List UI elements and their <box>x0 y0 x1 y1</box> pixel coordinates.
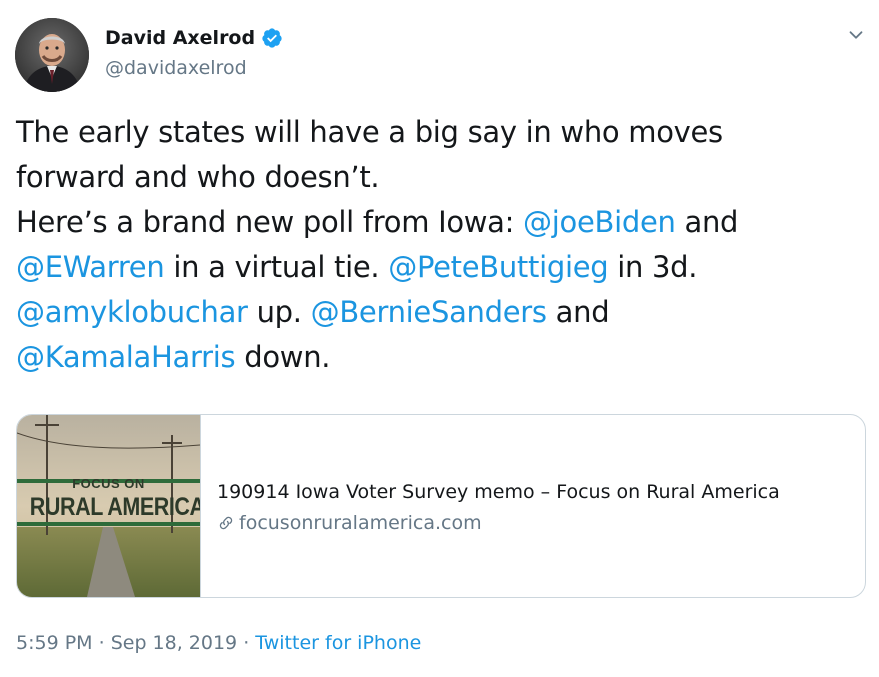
tweet-meta: 5:59 PM · Sep 18, 2019 · Twitter for iPh… <box>16 632 421 654</box>
chevron-down-icon[interactable] <box>845 24 867 46</box>
link-card[interactable]: FOCUS ON RURAL AMERICA 190914 Iowa Voter… <box>16 414 866 598</box>
author-name-text: David Axelrod <box>105 27 256 49</box>
author-name[interactable]: David Axelrod <box>105 27 283 49</box>
card-title: 190914 Iowa Voter Survey memo – Focus on… <box>217 481 780 503</box>
tweet-text-line: @KamalaHarris down. <box>16 335 866 380</box>
author-handle[interactable]: @davidaxelrod <box>105 57 247 79</box>
card-domain-text: focusonruralamerica.com <box>239 512 482 534</box>
tweet-text-segment: Here’s a brand new poll from Iowa: <box>16 205 524 239</box>
tweet-text-line: @EWarren in a virtual tie. @PeteButtigie… <box>16 245 866 290</box>
card-domain: focusonruralamerica.com <box>217 512 482 534</box>
tweet-text: The early states will have a big say in … <box>16 110 866 380</box>
mention-link[interactable]: @amyklobuchar <box>16 295 248 329</box>
verified-badge-icon <box>262 28 282 48</box>
thumbnail-text-bottom: RURAL AMERICA <box>29 493 201 521</box>
tweet-text-line: forward and who doesn’t. <box>16 155 866 200</box>
tweet-text-segment: forward and who doesn’t. <box>16 160 380 194</box>
card-thumbnail: FOCUS ON RURAL AMERICA <box>17 415 201 597</box>
avatar[interactable] <box>15 18 89 92</box>
tweet-time[interactable]: 5:59 PM <box>16 632 93 654</box>
tweet-text-line: Here’s a brand new poll from Iowa: @joeB… <box>16 200 866 245</box>
mention-link[interactable]: @KamalaHarris <box>16 340 236 374</box>
tweet-text-segment: The early states will have a big say in … <box>16 115 723 149</box>
mention-link[interactable]: @BernieSanders <box>310 295 547 329</box>
tweet-text-segment: and <box>675 205 739 239</box>
link-icon <box>219 516 233 530</box>
thumbnail-text-top: FOCUS ON <box>72 476 145 491</box>
mention-link[interactable]: @EWarren <box>16 250 165 284</box>
tweet-text-segment: down. <box>235 340 331 374</box>
tweet-text-segment: in 3d. <box>608 250 698 284</box>
meta-separator: · <box>92 632 111 654</box>
mention-link[interactable]: @joeBiden <box>523 205 676 239</box>
tweet-source[interactable]: Twitter for iPhone <box>255 632 422 654</box>
tweet-text-line: @amyklobuchar up. @BernieSanders and <box>16 290 866 335</box>
tweet-date[interactable]: Sep 18, 2019 <box>110 632 238 654</box>
meta-separator: · <box>237 632 256 654</box>
tweet-text-segment: in a virtual tie. <box>164 250 389 284</box>
tweet-text-line: The early states will have a big say in … <box>16 110 866 155</box>
tweet-text-segment: up. <box>247 295 311 329</box>
mention-link[interactable]: @PeteButtigieg <box>388 250 609 284</box>
tweet-text-segment: and <box>546 295 610 329</box>
